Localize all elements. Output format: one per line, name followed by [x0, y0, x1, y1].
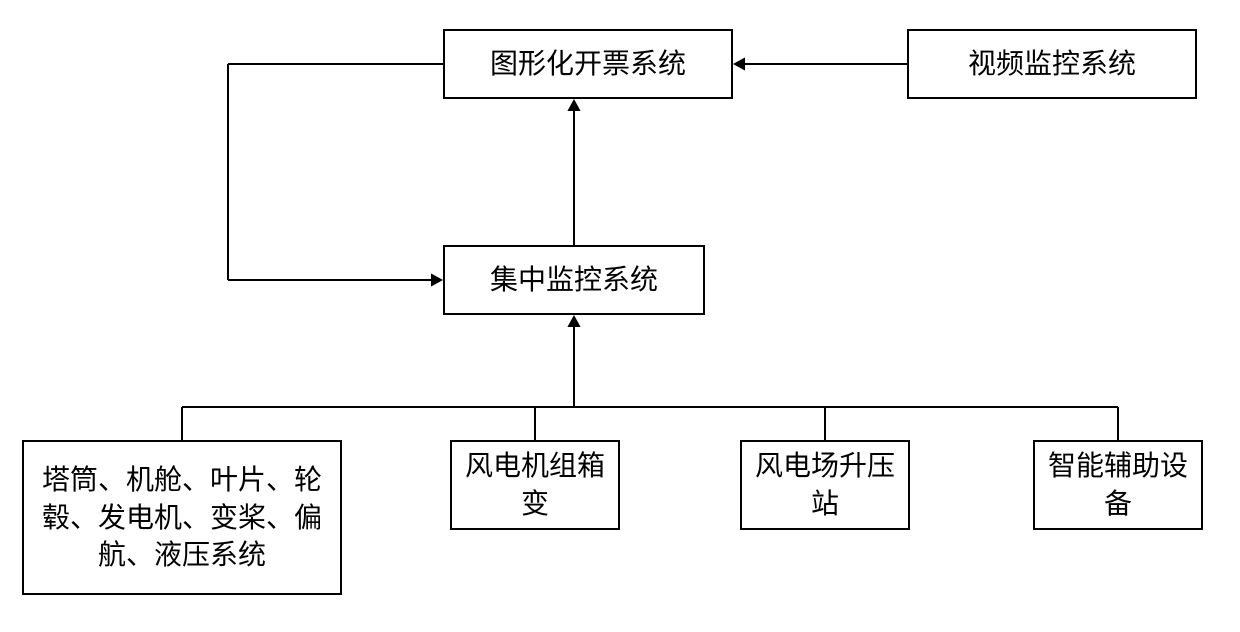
booster-station-label: 风电场升压站 — [752, 447, 898, 523]
central-monitor-label: 集中监控系统 — [490, 261, 658, 299]
booster-station-box: 风电场升压站 — [740, 440, 910, 530]
video-monitor-box: 视频监控系统 — [907, 29, 1197, 99]
intelligent-aux-box: 智能辅助设备 — [1033, 440, 1203, 530]
turbine-parts-box: 塔筒、机舱、叶片、轮毂、发电机、变桨、偏航、液压系统 — [22, 440, 342, 595]
video-monitor-label: 视频监控系统 — [968, 45, 1136, 83]
graphical-billing-label: 图形化开票系统 — [490, 45, 686, 83]
intelligent-aux-label: 智能辅助设备 — [1045, 447, 1191, 523]
box-transformer-label: 风电机组箱变 — [462, 447, 608, 523]
central-monitor-box: 集中监控系统 — [443, 245, 705, 315]
box-transformer-box: 风电机组箱变 — [450, 440, 620, 530]
graphical-billing-box: 图形化开票系统 — [443, 29, 733, 99]
turbine-parts-label: 塔筒、机舱、叶片、轮毂、发电机、变桨、偏航、液压系统 — [34, 461, 330, 574]
